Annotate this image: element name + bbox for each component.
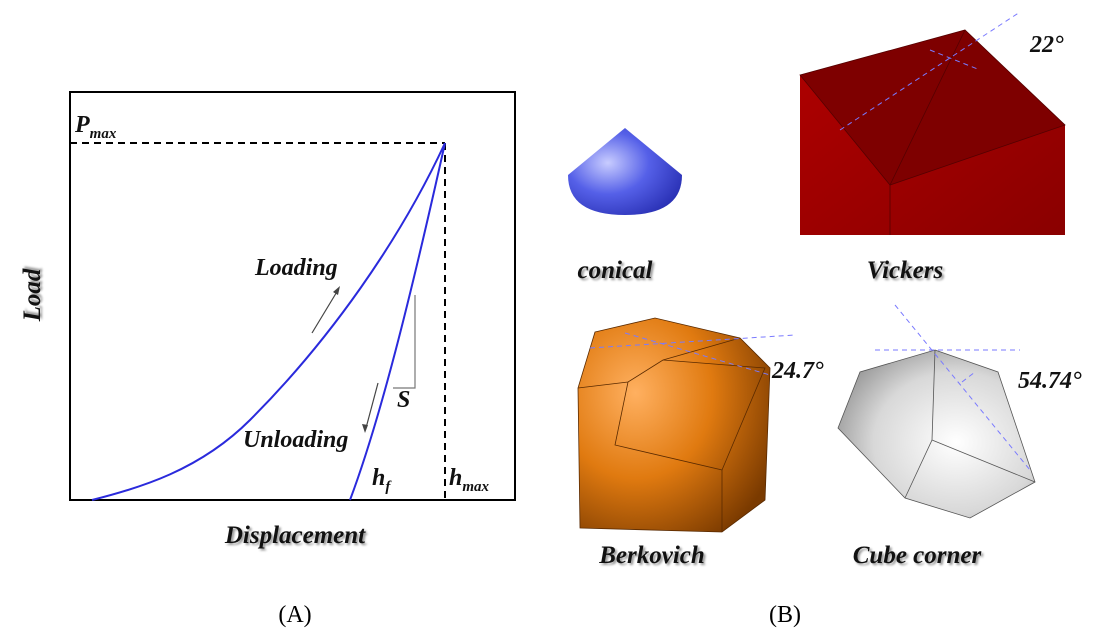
panel-a: Pmax Loading Unloading S hf hmax Load Di… bbox=[19, 92, 515, 628]
indenter-label: Cube corner bbox=[853, 542, 982, 569]
indenter-label: conical bbox=[578, 257, 653, 284]
hmax-label: hmax bbox=[449, 465, 490, 495]
vickers bbox=[800, 12, 1065, 235]
slope-triangle bbox=[393, 295, 415, 388]
y-axis-label: Load bbox=[19, 268, 46, 322]
hf-label: hf bbox=[372, 465, 392, 495]
panel-b: conical Vickers Berkovich Cube corner 22… bbox=[568, 12, 1082, 628]
arrowhead bbox=[362, 424, 368, 433]
panel-caption: (B) bbox=[769, 602, 801, 628]
angle-label: 54.74° bbox=[1018, 368, 1082, 394]
figure: Pmax Loading Unloading S hf hmax Load Di… bbox=[0, 0, 1096, 643]
indenter-label: Vickers bbox=[867, 257, 943, 284]
arrowhead bbox=[333, 286, 340, 295]
indenter-label: Berkovich bbox=[598, 542, 705, 569]
cone bbox=[568, 128, 682, 215]
angle-label: 24.7° bbox=[771, 358, 824, 384]
arrow bbox=[312, 290, 338, 333]
angle-label: 22° bbox=[1029, 32, 1064, 58]
panel-caption: (A) bbox=[278, 602, 311, 628]
unloading-curve bbox=[350, 143, 445, 500]
x-axis-label: Displacement bbox=[224, 522, 366, 549]
unloading-label: Unloading bbox=[243, 427, 348, 453]
pmax-label: Pmax bbox=[74, 112, 117, 142]
stiffness-label: S bbox=[397, 387, 410, 413]
berkovich bbox=[578, 318, 795, 532]
loading-label: Loading bbox=[254, 255, 338, 281]
cube-corner bbox=[838, 305, 1035, 518]
